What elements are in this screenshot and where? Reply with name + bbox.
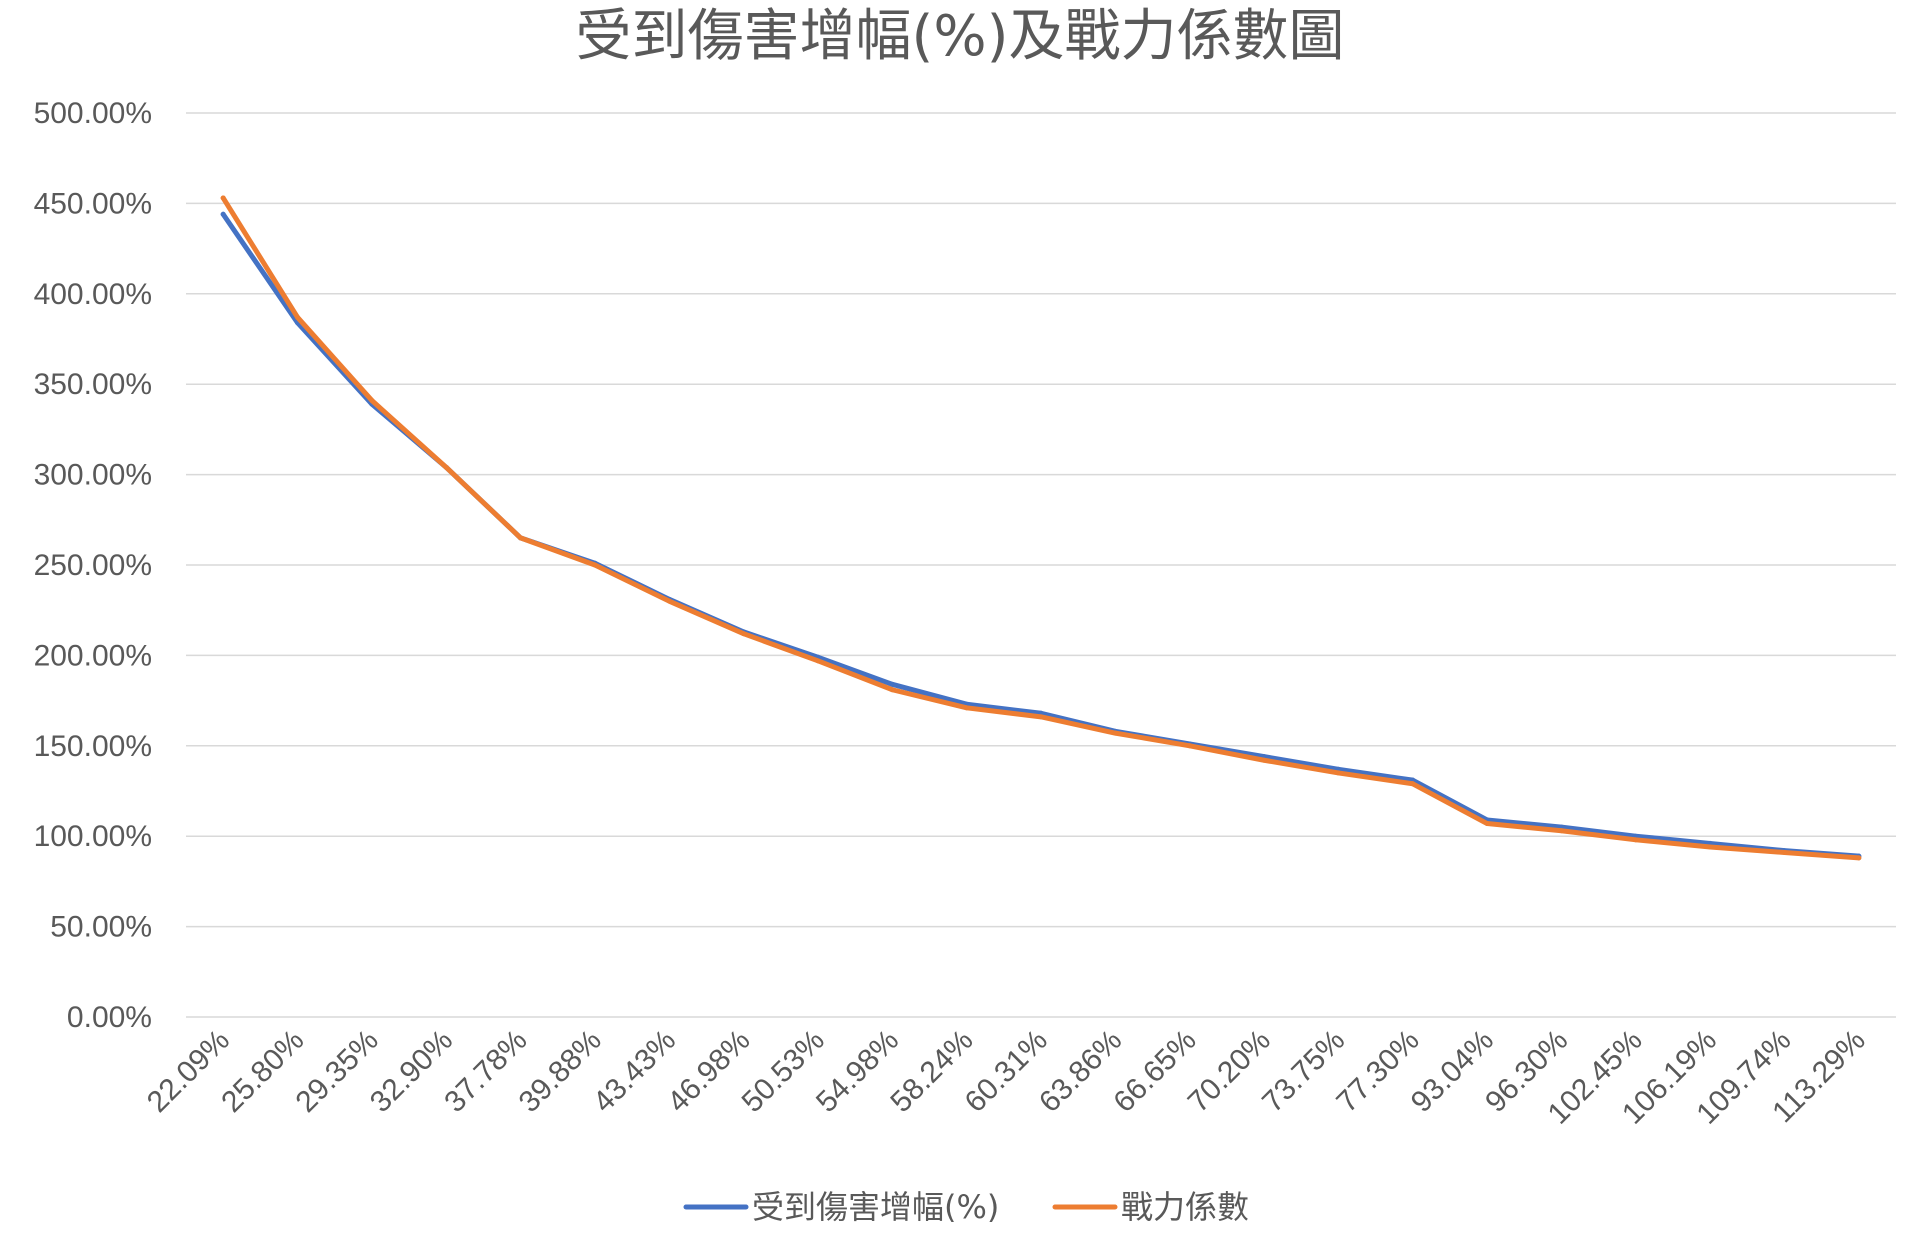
data-point — [1410, 781, 1416, 787]
series-line — [220, 211, 1862, 859]
data-point — [1112, 730, 1118, 736]
y-tick-label: 200.00% — [34, 639, 152, 672]
x-tick-label: 32.90% — [364, 1024, 459, 1119]
x-tick-label: 66.65% — [1107, 1024, 1202, 1119]
x-tick-label: 43.43% — [587, 1024, 682, 1119]
x-tick-label: 39.88% — [513, 1024, 608, 1119]
data-point — [443, 464, 449, 470]
data-point — [1856, 855, 1862, 861]
data-point — [1781, 849, 1787, 855]
y-tick-label: 450.00% — [34, 187, 152, 220]
legend: 受到傷害增幅(%) 戰力係數 — [683, 1188, 1249, 1226]
data-point — [220, 195, 226, 201]
data-point — [964, 705, 970, 711]
x-tick-label: 58.24% — [884, 1024, 979, 1119]
x-tick-label: 70.20% — [1182, 1024, 1277, 1119]
x-tick-label: 50.53% — [736, 1024, 831, 1119]
y-tick-label: 150.00% — [34, 730, 152, 763]
data-point — [592, 562, 598, 568]
y-tick-label: 250.00% — [34, 549, 152, 582]
x-tick-label: 25.80% — [215, 1024, 310, 1119]
chart-title: 受到傷害增幅(%)及戰力係數圖 — [576, 4, 1345, 69]
grid-lines — [186, 112, 1896, 1018]
y-tick-label: 300.00% — [34, 459, 152, 492]
y-tick-label: 50.00% — [50, 911, 152, 944]
data-point — [666, 598, 672, 604]
data-point — [741, 631, 747, 637]
data-point — [1187, 743, 1193, 749]
series-1 — [220, 211, 1862, 859]
series-lines — [220, 195, 1862, 861]
y-axis-tick-labels: 0.00% 50.00% 100.00% 150.00% 200.00% 250.00% 3… — [34, 97, 152, 1034]
series-line — [220, 195, 1862, 861]
x-axis-tick-labels: 22.09%25.80%29.35%32.90%37.78%39.88%43.4… — [141, 1024, 1872, 1131]
x-tick-label: 46.98% — [661, 1024, 756, 1119]
data-point — [220, 211, 226, 217]
data-point — [518, 535, 524, 541]
x-tick-label: 77.30% — [1330, 1024, 1425, 1119]
series-2 — [220, 195, 1862, 861]
y-tick-label: 100.00% — [34, 820, 152, 853]
x-tick-label: 54.98% — [810, 1024, 905, 1119]
data-point — [1707, 844, 1713, 850]
data-point — [1335, 770, 1341, 776]
data-point — [815, 658, 821, 664]
x-tick-label: 60.31% — [959, 1024, 1054, 1119]
y-tick-label: 350.00% — [34, 368, 152, 401]
data-point — [889, 687, 895, 693]
legend-label: 受到傷害增幅(%) — [752, 1188, 999, 1226]
data-point — [1261, 757, 1267, 763]
y-tick-label: 0.00% — [67, 1001, 152, 1034]
data-point — [1038, 714, 1044, 720]
data-point — [369, 397, 375, 403]
data-point — [889, 681, 895, 687]
y-tick-label: 400.00% — [34, 278, 152, 311]
y-tick-label: 500.00% — [34, 97, 152, 130]
x-tick-label: 63.86% — [1033, 1024, 1128, 1119]
x-tick-label: 73.75% — [1256, 1024, 1351, 1119]
x-tick-label: 29.35% — [290, 1024, 385, 1119]
x-tick-label: 37.78% — [438, 1024, 533, 1119]
data-point — [295, 314, 301, 320]
x-tick-label: 22.09% — [141, 1024, 236, 1119]
data-point — [1558, 828, 1564, 834]
x-tick-label: 93.04% — [1405, 1024, 1500, 1119]
data-point — [1484, 821, 1490, 827]
legend-label: 戰力係數 — [1121, 1188, 1249, 1226]
data-point — [1633, 837, 1639, 843]
